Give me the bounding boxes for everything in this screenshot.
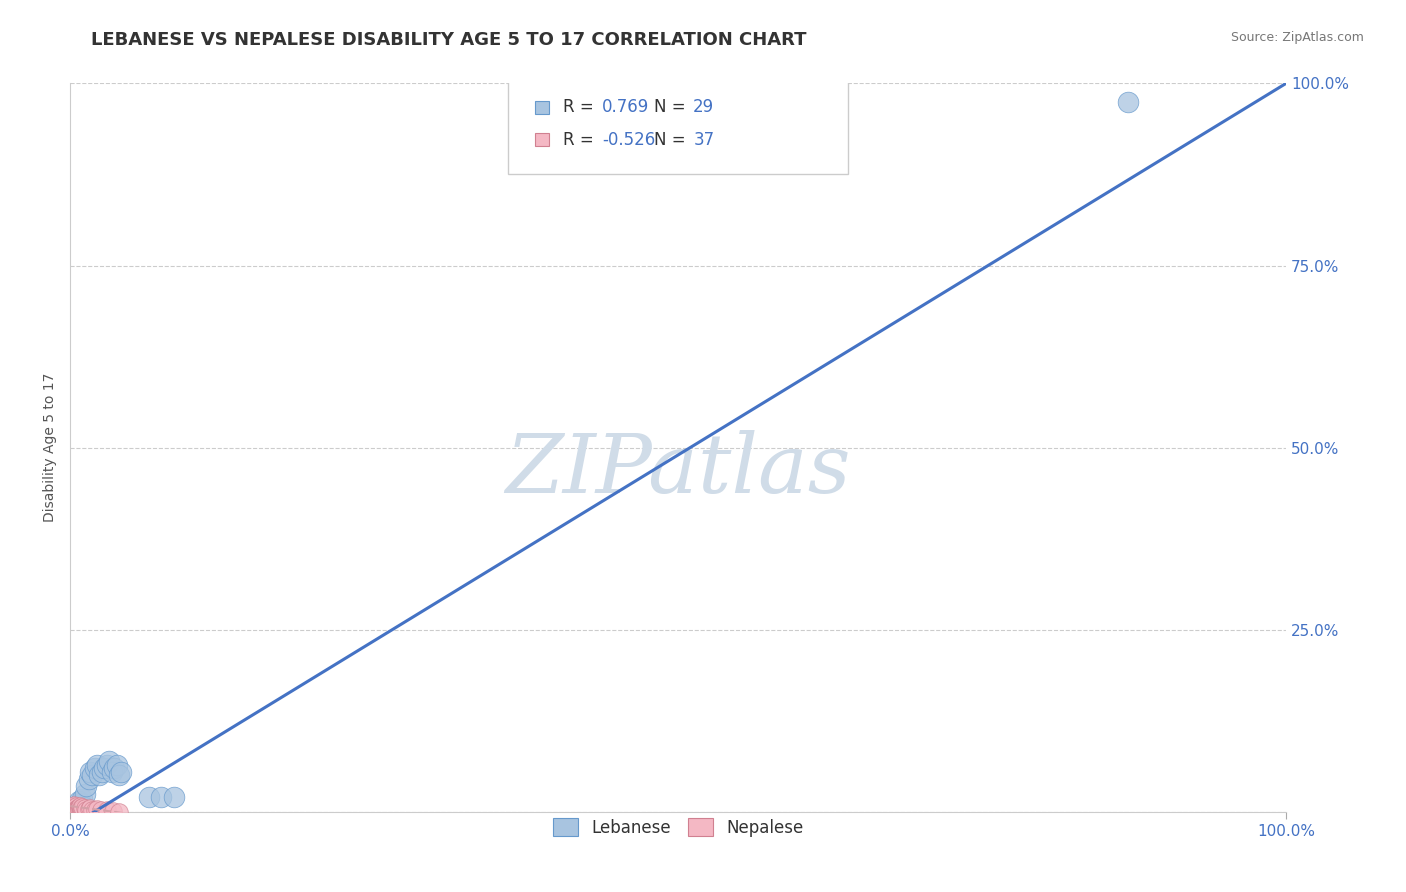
Point — [96, 757, 118, 772]
Text: 37: 37 — [693, 130, 714, 149]
Point — [63, 803, 86, 817]
FancyBboxPatch shape — [534, 101, 548, 114]
Point — [163, 790, 186, 805]
Point — [82, 768, 104, 782]
Point — [70, 803, 93, 817]
Point — [63, 801, 86, 815]
Point — [82, 803, 104, 817]
Text: R =: R = — [564, 98, 599, 117]
Y-axis label: Disability Age 5 to 17: Disability Age 5 to 17 — [44, 373, 58, 523]
Point — [63, 799, 86, 814]
Point — [89, 768, 111, 782]
Point — [72, 799, 94, 814]
FancyBboxPatch shape — [534, 133, 548, 146]
Point — [63, 801, 86, 815]
Point — [62, 804, 84, 818]
Point — [105, 757, 128, 772]
Text: 0.769: 0.769 — [602, 98, 650, 117]
Point — [66, 803, 89, 817]
Text: 29: 29 — [693, 98, 714, 117]
Text: ZIPatlas: ZIPatlas — [505, 430, 851, 509]
Point — [93, 761, 115, 775]
Point — [60, 799, 83, 814]
Point — [103, 761, 125, 775]
Point — [62, 799, 84, 814]
Point — [77, 772, 100, 786]
Point — [110, 764, 132, 779]
Point — [69, 800, 91, 814]
Point — [75, 780, 97, 794]
Point — [90, 764, 112, 779]
Point — [65, 802, 87, 816]
Point — [73, 801, 96, 815]
Text: R =: R = — [564, 130, 599, 149]
Point — [1116, 95, 1139, 109]
Point — [73, 787, 96, 801]
Legend: Lebanese, Nepalese: Lebanese, Nepalese — [547, 812, 810, 844]
Point — [65, 804, 87, 818]
Point — [62, 802, 84, 816]
Point — [79, 801, 101, 815]
Point — [100, 764, 122, 779]
Text: N =: N = — [654, 98, 692, 117]
Point — [72, 791, 94, 805]
Text: LEBANESE VS NEPALESE DISABILITY AGE 5 TO 17 CORRELATION CHART: LEBANESE VS NEPALESE DISABILITY AGE 5 TO… — [91, 31, 807, 49]
Point — [150, 790, 173, 805]
Point — [69, 799, 91, 814]
Point — [70, 800, 93, 814]
Point — [63, 803, 86, 817]
Point — [108, 768, 131, 782]
Point — [83, 804, 105, 818]
Point — [70, 796, 93, 810]
Point — [75, 803, 97, 817]
Point — [96, 804, 118, 818]
Point — [98, 754, 121, 768]
Point — [67, 802, 90, 816]
Point — [65, 799, 87, 814]
Point — [101, 804, 124, 818]
Point — [90, 803, 112, 817]
Point — [77, 802, 100, 816]
Point — [69, 801, 91, 815]
Point — [67, 799, 90, 814]
Point — [60, 801, 83, 815]
Point — [66, 800, 89, 814]
Point — [66, 803, 89, 817]
Point — [73, 799, 96, 814]
Point — [108, 805, 131, 819]
FancyBboxPatch shape — [508, 79, 848, 175]
Point — [79, 764, 101, 779]
Point — [65, 799, 87, 814]
Point — [72, 802, 94, 816]
Text: -0.526: -0.526 — [602, 130, 655, 149]
Point — [86, 757, 108, 772]
Point — [59, 805, 82, 819]
Point — [60, 803, 83, 817]
Point — [63, 800, 86, 814]
Text: N =: N = — [654, 130, 692, 149]
Point — [63, 798, 86, 813]
Point — [86, 802, 108, 816]
Point — [67, 794, 90, 808]
Point — [83, 761, 105, 775]
Point — [138, 790, 160, 805]
Text: Source: ZipAtlas.com: Source: ZipAtlas.com — [1230, 31, 1364, 45]
